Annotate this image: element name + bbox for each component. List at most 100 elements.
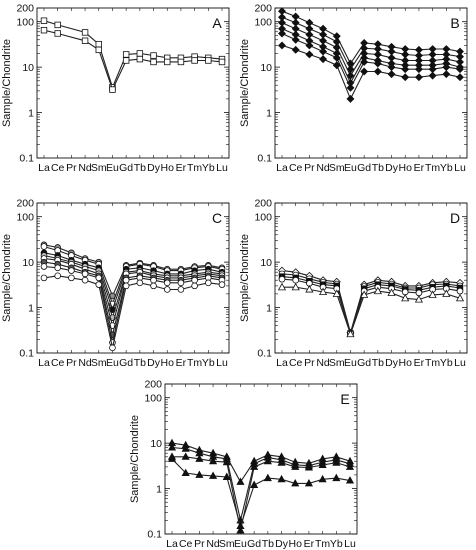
data-point (40, 263, 48, 270)
x-tick-label: Nd (78, 357, 92, 369)
data-point (81, 270, 89, 278)
data-point (318, 474, 327, 483)
data-point (456, 65, 464, 74)
data-point (360, 290, 369, 298)
x-tick-label: Sm (219, 538, 235, 550)
x-tick-label: Lu (216, 162, 228, 174)
data-point (40, 243, 48, 250)
data-point (95, 40, 102, 48)
y-axis-title: Sample/Chondrite (1, 234, 13, 322)
x-tick-label: Tm (187, 162, 202, 174)
x-tick-label: Yb (440, 357, 453, 369)
series-line (278, 7, 464, 68)
y-tick-label: 100 (16, 16, 34, 28)
x-tick-label: Tb (134, 162, 146, 174)
data-point (163, 286, 171, 293)
y-tick-label: 10 (22, 62, 34, 74)
panel-label: C (212, 210, 222, 226)
data-point (277, 282, 287, 291)
series-path (171, 458, 351, 528)
data-point (414, 73, 423, 82)
data-point (191, 57, 198, 64)
data-point (428, 290, 437, 298)
x-tick-label: Gd (357, 162, 371, 174)
data-point (195, 454, 204, 462)
data-point (181, 452, 190, 460)
data-point (428, 71, 437, 80)
data-point (68, 274, 75, 282)
series-line (40, 17, 226, 91)
data-point (122, 282, 130, 290)
series-line (40, 272, 226, 352)
data-point (136, 50, 144, 57)
x-tick-label: La (276, 357, 288, 369)
y-tick-label: 0.1 (147, 529, 162, 541)
x-tick-label: Yb (202, 162, 215, 174)
series-line (40, 26, 226, 93)
series-line (278, 18, 464, 80)
data-point (205, 279, 212, 287)
y-tick-label: 100 (16, 211, 34, 223)
x-tick-label: Nd (78, 162, 92, 174)
x-tick-label: Lu (454, 162, 466, 174)
data-point (263, 456, 272, 465)
x-tick-label: Lu (344, 538, 356, 550)
x-tick-label: Yb (330, 538, 343, 550)
y-tick-label: 100 (254, 16, 272, 28)
x-tick-label: Eu (106, 162, 119, 174)
data-point (222, 457, 231, 466)
x-tick-label: Pr (66, 162, 77, 174)
data-point (81, 29, 89, 36)
data-point (40, 26, 48, 34)
data-point (305, 285, 314, 293)
x-tick-label: Nd (206, 538, 220, 550)
x-tick-label: Tm (315, 538, 330, 550)
plot-frame (274, 7, 468, 159)
x-tick-label: Tb (134, 357, 146, 369)
data-point (191, 276, 198, 284)
y-tick-label: 0.1 (257, 348, 272, 360)
x-tick-label: Dy (385, 162, 399, 174)
x-tick-label: Er (414, 357, 425, 369)
x-tick-label: Ce (289, 357, 303, 369)
data-point (136, 279, 144, 287)
data-point (319, 287, 328, 295)
data-point (150, 52, 157, 59)
data-point (360, 57, 369, 66)
x-tick-label: Sm (329, 357, 345, 369)
data-point (442, 289, 451, 297)
data-point (291, 282, 300, 291)
data-point (291, 35, 300, 44)
data-point (305, 50, 314, 59)
x-tick-label: Tm (425, 357, 440, 369)
data-point (373, 67, 382, 76)
x-tick-label: Pr (304, 162, 315, 174)
data-point (442, 70, 451, 79)
y-tick-label: 200 (254, 3, 272, 15)
data-point (191, 282, 198, 290)
y-tick-label: 10 (260, 257, 272, 269)
data-point (401, 65, 410, 74)
x-tick-label: Tm (187, 357, 202, 369)
x-tick-label: Gd (119, 357, 133, 369)
data-point (346, 94, 355, 103)
data-point (291, 478, 300, 487)
panel-label: E (340, 391, 349, 407)
x-tick-label: Pr (304, 357, 315, 369)
data-point (332, 289, 341, 297)
data-point (414, 295, 423, 303)
x-tick-label: Ce (179, 538, 193, 550)
data-point (277, 458, 286, 466)
series-line (167, 443, 355, 524)
x-tick-label: Dy (275, 538, 289, 550)
x-tick-label: Gd (357, 357, 371, 369)
x-tick-label: Er (304, 538, 315, 550)
data-point (167, 443, 177, 451)
data-point (387, 288, 396, 296)
data-point (54, 30, 61, 37)
data-point (415, 289, 423, 297)
x-tick-label: Tb (372, 162, 384, 174)
data-point (222, 472, 231, 480)
